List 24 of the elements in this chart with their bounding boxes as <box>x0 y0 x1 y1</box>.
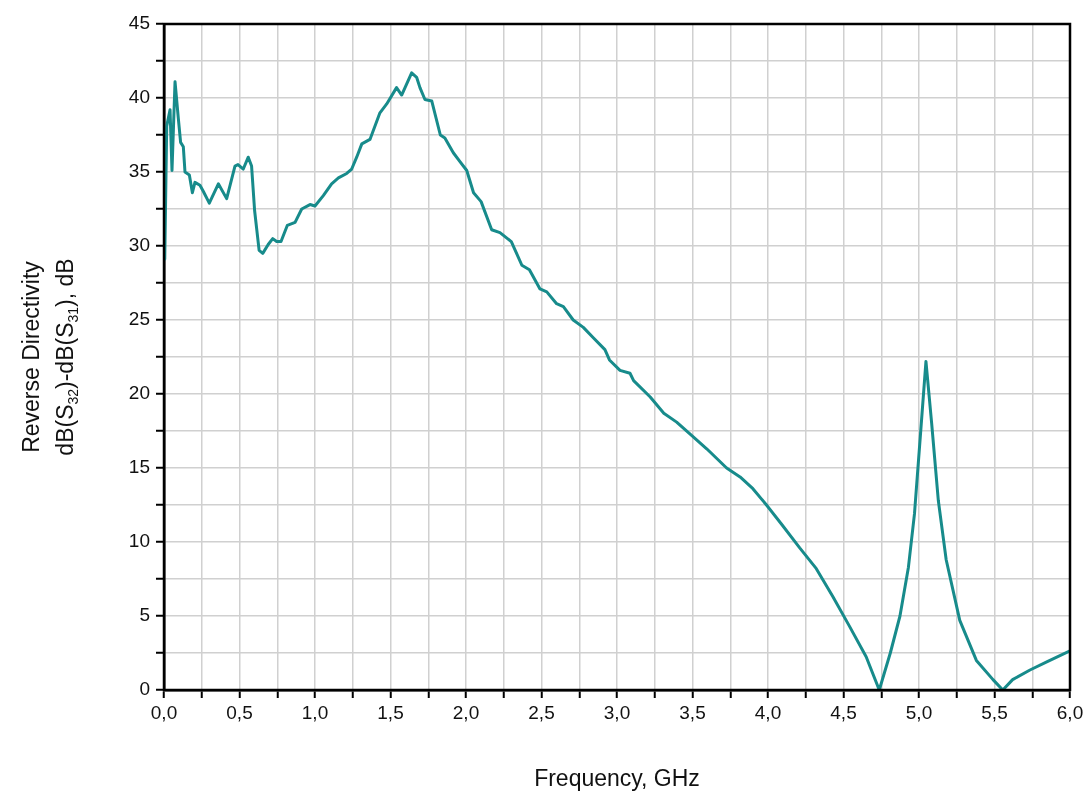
y-tick-label: 40 <box>128 86 150 108</box>
x-tick-label: 2,0 <box>452 701 480 723</box>
x-tick-label: 1,0 <box>301 701 329 723</box>
y-tick-label: 0 <box>139 678 150 700</box>
y-tick-label: 15 <box>128 456 150 478</box>
x-tick-label: 5,0 <box>905 701 933 723</box>
x-tick-label: 3,0 <box>603 701 631 723</box>
x-tick-label: 0,5 <box>226 701 253 723</box>
x-tick-label: 4,5 <box>830 701 857 723</box>
x-tick-label: 4,0 <box>754 701 782 723</box>
x-tick-label: 3,5 <box>679 701 706 723</box>
x-tick-label: 0,0 <box>150 701 178 723</box>
x-tick-label: 6,0 <box>1056 701 1084 723</box>
y-tick-label: 20 <box>128 382 150 404</box>
x-tick-label: 2,5 <box>528 701 555 723</box>
y-tick-label: 5 <box>139 604 150 626</box>
y-tick-label: 45 <box>128 12 150 34</box>
y-tick-label: 30 <box>128 234 150 256</box>
x-tick-label: 5,5 <box>981 701 1008 723</box>
y-tick-label: 35 <box>128 160 150 182</box>
y-tick-label: 25 <box>128 308 150 330</box>
x-axis-title: Frequency, GHz <box>534 764 700 791</box>
x-tick-label: 1,5 <box>377 701 404 723</box>
y-tick-label: 10 <box>128 530 150 552</box>
